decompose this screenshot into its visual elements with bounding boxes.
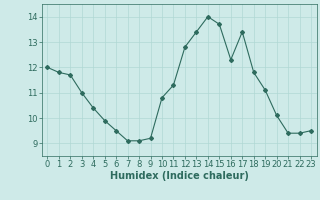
X-axis label: Humidex (Indice chaleur): Humidex (Indice chaleur) [110, 171, 249, 181]
